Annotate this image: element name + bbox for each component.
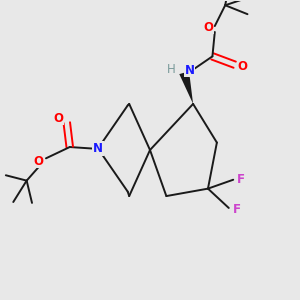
Text: O: O: [203, 21, 213, 34]
Text: N: N: [184, 64, 194, 77]
Text: F: F: [232, 202, 241, 216]
Text: O: O: [53, 112, 64, 125]
Polygon shape: [179, 71, 193, 104]
Text: N: N: [93, 142, 103, 155]
Text: H: H: [167, 63, 175, 76]
Text: O: O: [237, 60, 247, 73]
Text: O: O: [34, 155, 44, 168]
Text: F: F: [237, 172, 245, 186]
